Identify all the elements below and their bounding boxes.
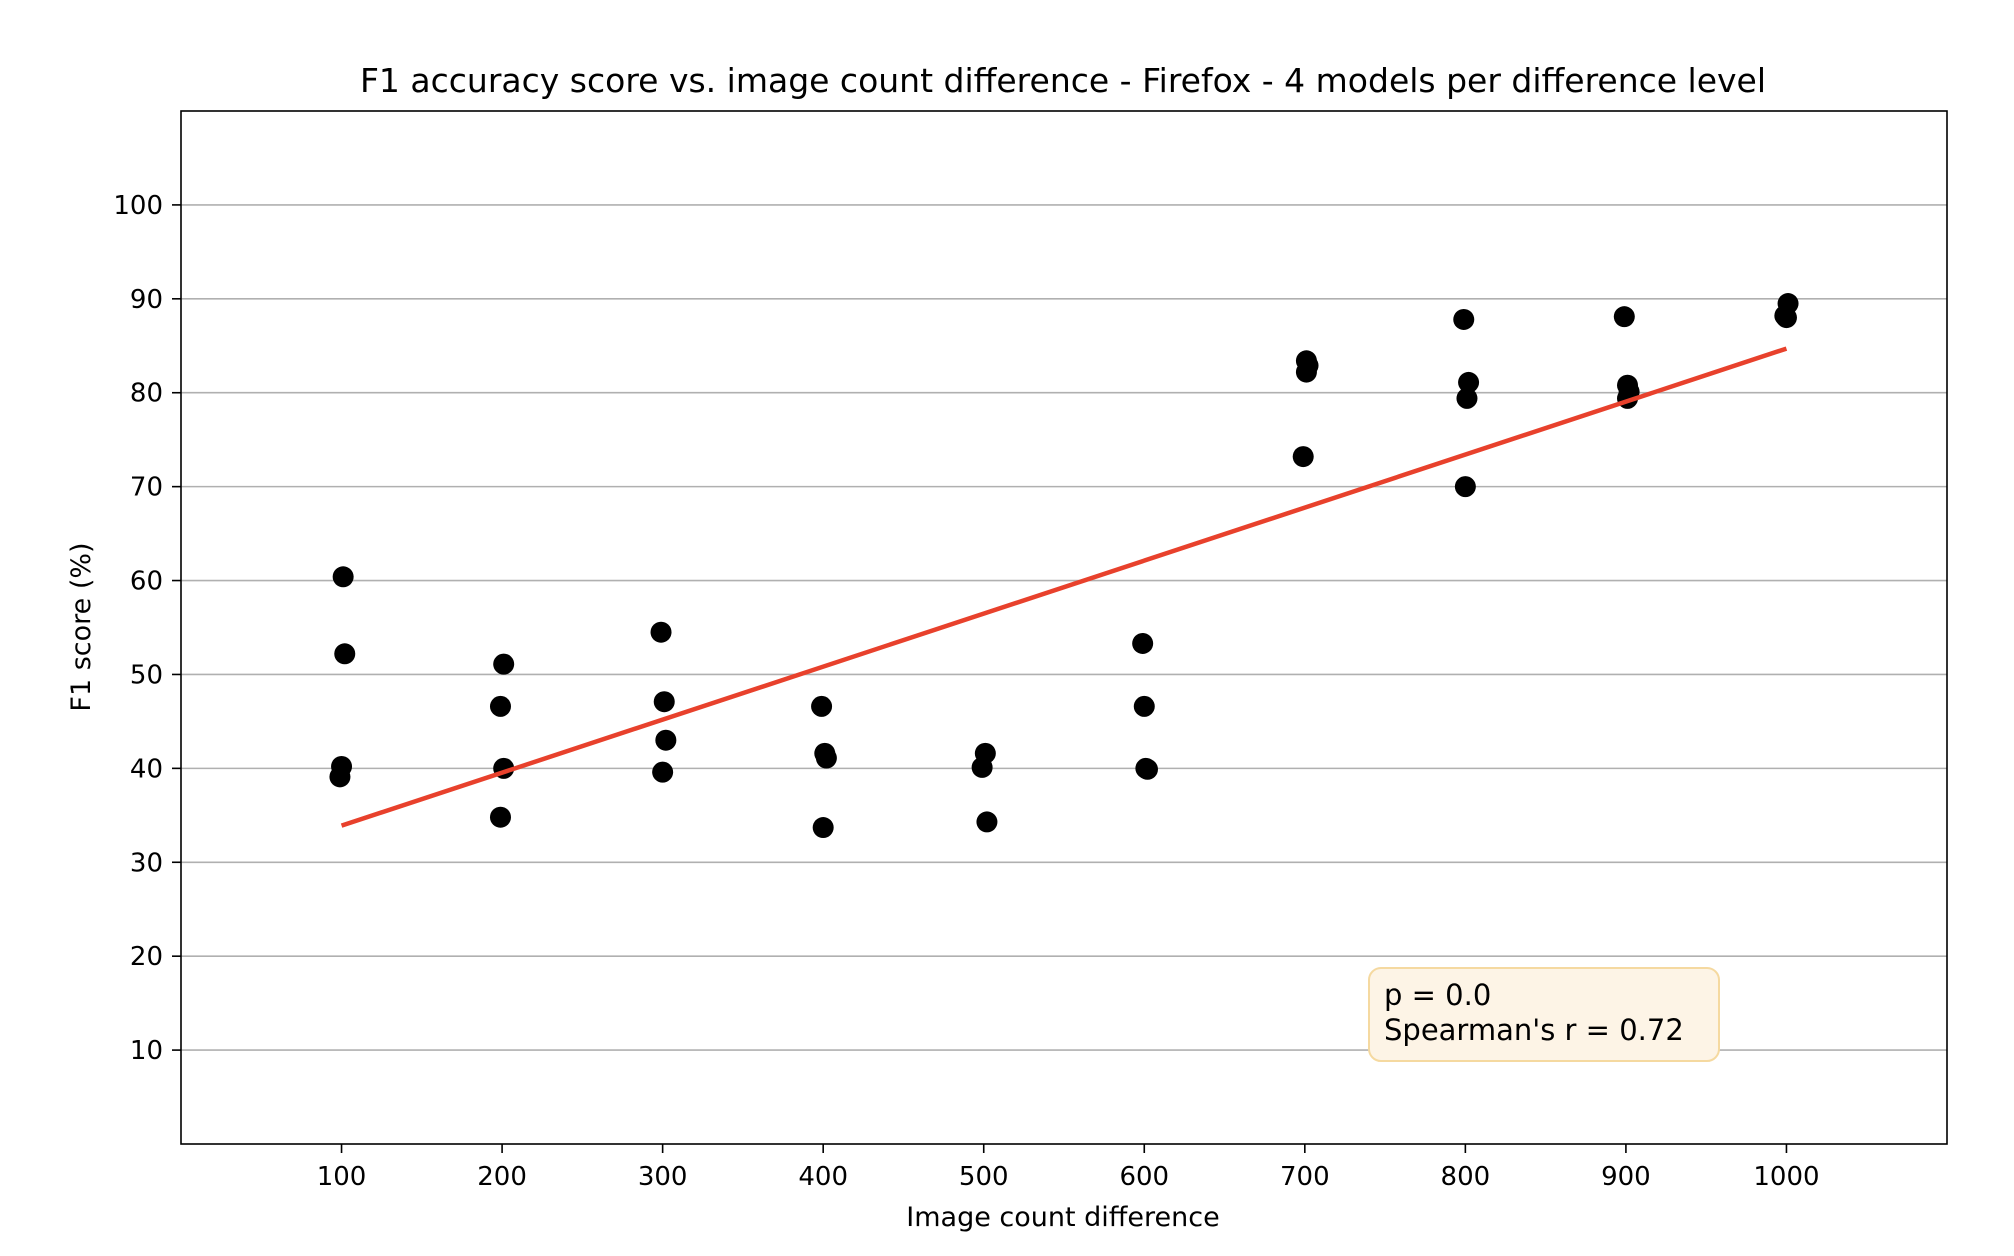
data-point [812,817,834,839]
data-point [1292,446,1314,468]
trend-line-group [340,346,1788,828]
data-point [1458,371,1480,393]
y-axis-label: F1 score (%) [66,542,97,711]
x-tick-label: 300 [638,1162,688,1192]
data-point [971,756,993,778]
x-ticks: 100 200 300 400 500 600 700 800 900 1000 [317,1144,1820,1192]
annotation-box: p = 0.0 Spearman's r = 0.72 [1368,967,1720,1062]
chart-title: F1 accuracy score vs. image count differ… [360,61,1766,100]
y-tick-label: 100 [113,191,163,221]
data-point [1453,308,1475,330]
y-ticks: 10 20 30 40 50 60 70 80 90 100 [113,191,181,1066]
annotation-spearman: Spearman's r = 0.72 [1384,1013,1684,1047]
data-point [1132,632,1154,654]
grid-lines [181,204,1947,1051]
data-point [653,691,675,713]
data-point [655,729,677,751]
data-point [1454,476,1476,498]
x-tick-label: 800 [1441,1162,1491,1192]
data-point [489,695,511,717]
y-tick-label: 30 [130,848,163,878]
y-tick-label: 40 [130,754,163,784]
data-point [489,806,511,828]
x-tick-label: 200 [477,1162,527,1192]
data-point [1295,361,1317,383]
x-tick-label: 600 [1119,1162,1169,1192]
y-tick-label: 80 [130,379,163,409]
data-point [332,566,354,588]
x-tick-label: 100 [317,1162,367,1192]
data-point [811,695,833,717]
data-points [329,293,1799,839]
data-point [1136,758,1158,780]
annotation-p-value: p = 0.0 [1384,978,1491,1012]
plot-area-frame [180,110,1948,1145]
x-tick-label: 700 [1280,1162,1330,1192]
x-tick-label: 400 [798,1162,848,1192]
data-point [976,811,998,833]
y-tick-label: 70 [130,473,163,503]
annotation-background [1368,967,1720,1062]
data-point [1775,307,1797,329]
data-point [1456,387,1478,409]
x-tick-label: 500 [959,1162,1009,1192]
data-point [815,747,837,769]
y-tick-label: 50 [130,660,163,690]
y-tick-label: 90 [130,285,163,315]
data-point [329,766,351,788]
data-point [493,653,515,675]
trend-line [340,346,1788,828]
data-point [334,643,356,665]
y-tick-label: 10 [130,1036,163,1066]
data-point [652,761,674,783]
data-point [1133,695,1155,717]
x-axis-label: Image count difference [906,1202,1219,1233]
data-point [650,621,672,643]
data-point [1613,306,1635,328]
x-tick-label: 1000 [1753,1162,1819,1192]
x-tick-label: 900 [1601,1162,1651,1192]
y-tick-label: 60 [130,567,163,597]
y-tick-label: 20 [130,942,163,972]
